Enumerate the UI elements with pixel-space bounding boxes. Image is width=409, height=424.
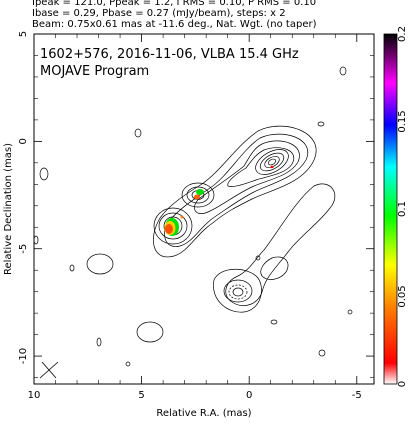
colorbar-tick-label: 0.15 (397, 110, 408, 132)
noise-island (39, 167, 49, 181)
colorbar-tick-label: 0.2 (397, 26, 408, 42)
contour-knot-c-2 (228, 284, 248, 300)
y-axis-ticks: 5 0 -5 -10 (18, 31, 374, 378)
noise-island (125, 361, 131, 367)
contour-knot-c-tail (213, 268, 262, 313)
x-axis-label: Relative R.A. (mas) (156, 408, 251, 419)
header-line-2: Ibase = 0.29, Pbase = 0.27 (mJy/beam), s… (32, 8, 286, 19)
noise-island (86, 253, 114, 275)
y-tick-label: 0 (18, 138, 29, 144)
polarization-patches (164, 165, 274, 236)
noise-island (69, 264, 75, 272)
contour-core-4 (227, 147, 295, 187)
contour-core-5 (255, 149, 289, 175)
y-tick-label: -5 (18, 244, 29, 254)
noise-island (318, 349, 326, 357)
noise-island (136, 321, 164, 343)
contour-knot-a-1 (181, 182, 215, 208)
noise-island (270, 319, 278, 325)
contour-diffuse-jet (225, 183, 336, 306)
contour-knot-c-3 (232, 287, 244, 297)
x-tick-label: 10 (28, 390, 41, 401)
chart-subtitle: MOJAVE Program (40, 64, 149, 79)
contour-core-2 (164, 133, 309, 247)
contour-core-7 (264, 156, 280, 168)
noise-island (33, 235, 39, 245)
contour-diffuse-jet-2 (260, 256, 289, 280)
contour-core-3 (194, 140, 300, 214)
x-tick-label: 5 (138, 390, 144, 401)
contour-knot-a-2 (186, 186, 210, 204)
noise-island (255, 255, 261, 261)
chart-title: 1602+576, 2016-11-06, VLBA 15.4 GHz (40, 47, 299, 62)
colorbar (383, 33, 398, 385)
x-tick-label: -5 (352, 390, 362, 401)
noise-island (339, 66, 347, 76)
beam-symbol (39, 361, 59, 379)
x-tick-label: 0 (246, 390, 252, 401)
contour-knot-b-2 (158, 212, 188, 240)
y-axis-label: Relative Declination (mas) (3, 143, 14, 275)
noise-island (96, 337, 102, 347)
colorbar-tick-label: 0.05 (397, 285, 408, 307)
contour-knot-b-1 (153, 207, 193, 245)
noise-island (347, 309, 353, 315)
y-tick-label: 5 (18, 31, 29, 37)
plot-frame (33, 33, 375, 385)
noise-island (134, 128, 142, 138)
contour-core-8 (267, 158, 277, 166)
contour-knot-c-1 (223, 279, 253, 303)
colorbar-tick-label: 0.1 (397, 201, 408, 217)
contour-outer-jet (153, 125, 317, 258)
x-axis-ticks: 10 5 0 -5 (28, 34, 362, 401)
header-line-1: Ipeak = 121.0, Ppeak = 1.2, I RMS = 0.10… (32, 0, 317, 8)
colorbar-ticks: 0 0.05 0.1 0.15 0.2 (397, 26, 408, 387)
y-tick-label: -10 (18, 348, 29, 364)
noise-island (317, 121, 325, 127)
colorbar-tick-label: 0 (397, 381, 408, 387)
header-line-3: Beam: 0.75x0.61 mas at -11.6 deg., Nat. … (32, 19, 317, 30)
contour-core-6 (259, 152, 285, 172)
